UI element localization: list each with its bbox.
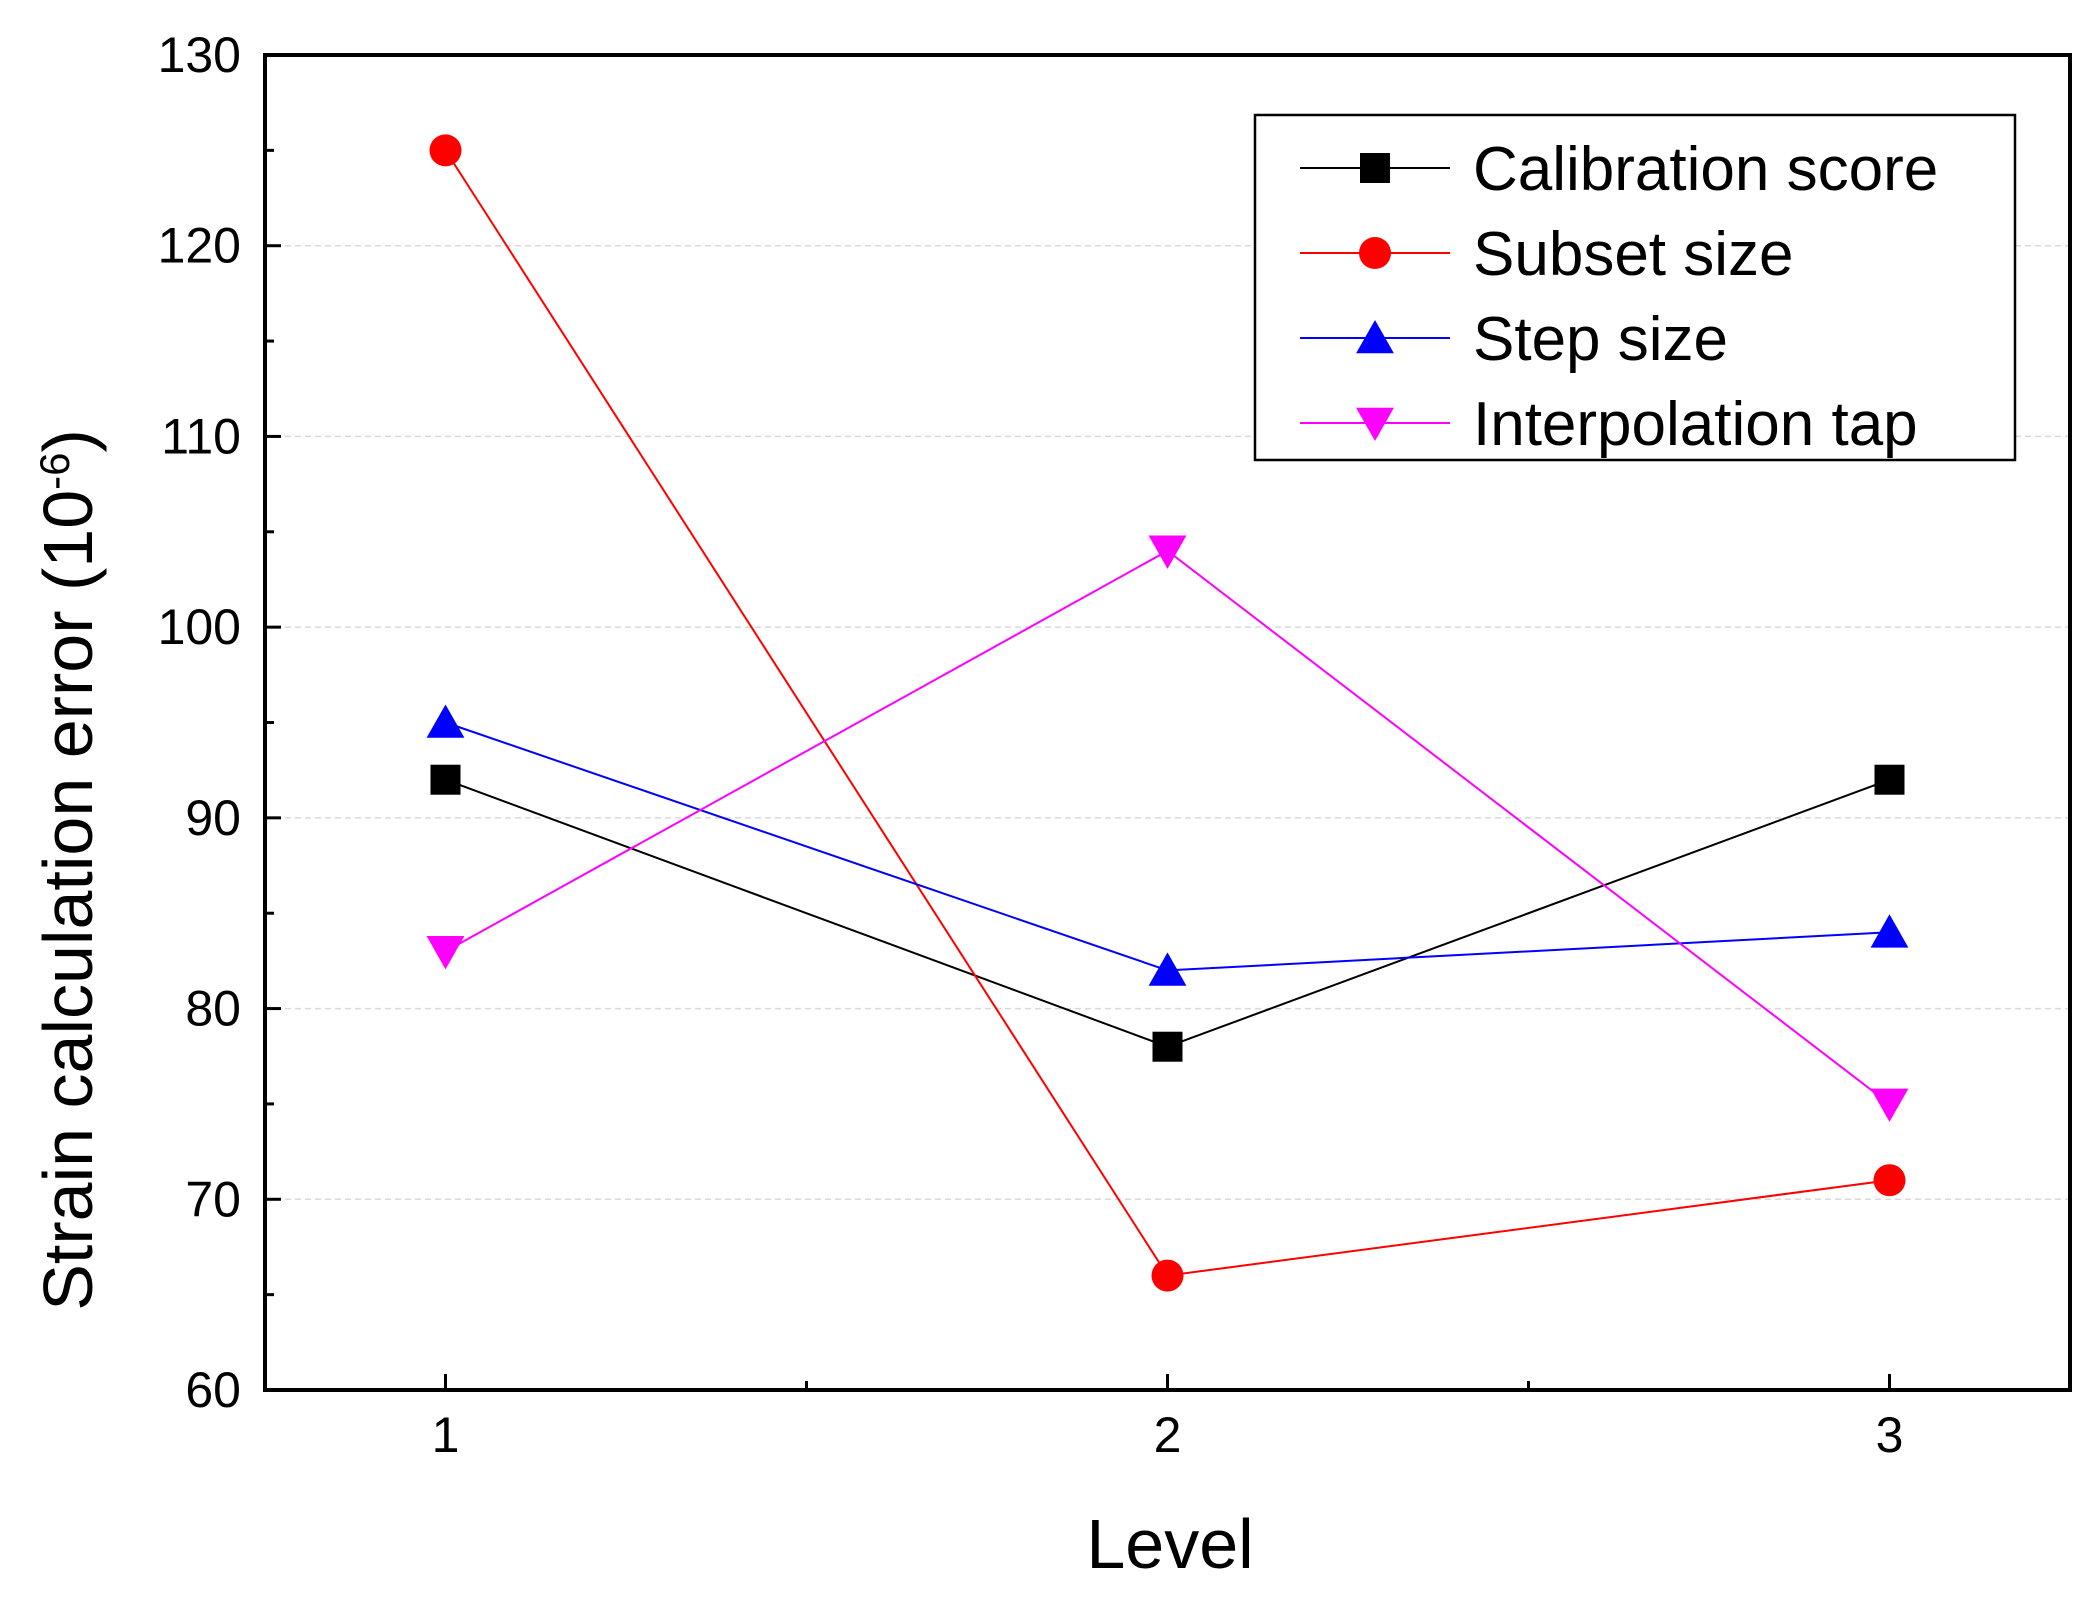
legend-layer: Calibration score Subset size Step size Int… bbox=[1253, 113, 2017, 462]
y-tick-label-80: 80 bbox=[185, 981, 241, 1037]
point-calibration-score-3 bbox=[1874, 764, 1905, 795]
point-subset-size-3 bbox=[1873, 1164, 1906, 1197]
legend-label-interpolation-tap: Interpolation tap bbox=[1473, 390, 1918, 459]
legend-label-calibration-score: Calibration score bbox=[1473, 135, 1938, 204]
y-tick-label-100: 100 bbox=[158, 599, 241, 655]
y-axis-title-exponent: -6 bbox=[31, 453, 78, 490]
y-axis-title-main: Strain calculation error (10 bbox=[29, 490, 107, 1311]
y-tick-label-120: 120 bbox=[158, 218, 241, 274]
series-line-interpolation-tap bbox=[445, 549, 1891, 1105]
x-tick-label-3: 3 bbox=[1876, 1407, 1904, 1463]
point-subset-size-2 bbox=[1151, 1259, 1184, 1292]
axes-layer: 60 70 80 90 100 110 120 130 1 2 3 bbox=[158, 27, 2072, 1463]
legend-marker-calibration-score bbox=[1360, 153, 1390, 183]
x-tick-label-2: 2 bbox=[1154, 1407, 1182, 1463]
legend-label-subset-size: Subset size bbox=[1473, 220, 1794, 289]
y-tick-label-130: 130 bbox=[158, 27, 241, 83]
grid-layer bbox=[265, 244, 2070, 1201]
legend-label-step-size: Step size bbox=[1473, 305, 1728, 374]
point-interpolation-tap-3 bbox=[1870, 1088, 1909, 1122]
series-line-calibration-score bbox=[445, 778, 1890, 1048]
point-step-size-3 bbox=[1870, 914, 1909, 948]
point-calibration-score-2 bbox=[1152, 1031, 1183, 1062]
series-layer bbox=[426, 134, 1909, 1292]
legend-marker-subset-size bbox=[1359, 237, 1391, 269]
point-step-size-1 bbox=[426, 704, 465, 738]
legend-marker-interpolation-tap bbox=[1356, 407, 1394, 441]
point-interpolation-tap-2 bbox=[1148, 535, 1187, 569]
y-tick-label-110: 110 bbox=[161, 408, 241, 464]
legend-marker-step-size bbox=[1356, 320, 1394, 354]
y-tick-label-70: 70 bbox=[185, 1171, 241, 1227]
point-interpolation-tap-1 bbox=[426, 936, 465, 970]
y-tick-label-60: 60 bbox=[185, 1362, 241, 1418]
point-step-size-2 bbox=[1148, 952, 1187, 986]
x-axis-title: Level bbox=[1086, 1505, 1253, 1583]
point-calibration-score-1 bbox=[430, 764, 461, 795]
point-subset-size-1 bbox=[429, 134, 462, 167]
y-tick-label-90: 90 bbox=[185, 790, 241, 846]
series-line-step-size bbox=[445, 721, 1890, 972]
x-tick-label-1: 1 bbox=[432, 1407, 460, 1463]
y-axis-title: Strain calculation error (10-6) bbox=[29, 429, 107, 1311]
y-axis-title-close: ) bbox=[29, 429, 107, 452]
